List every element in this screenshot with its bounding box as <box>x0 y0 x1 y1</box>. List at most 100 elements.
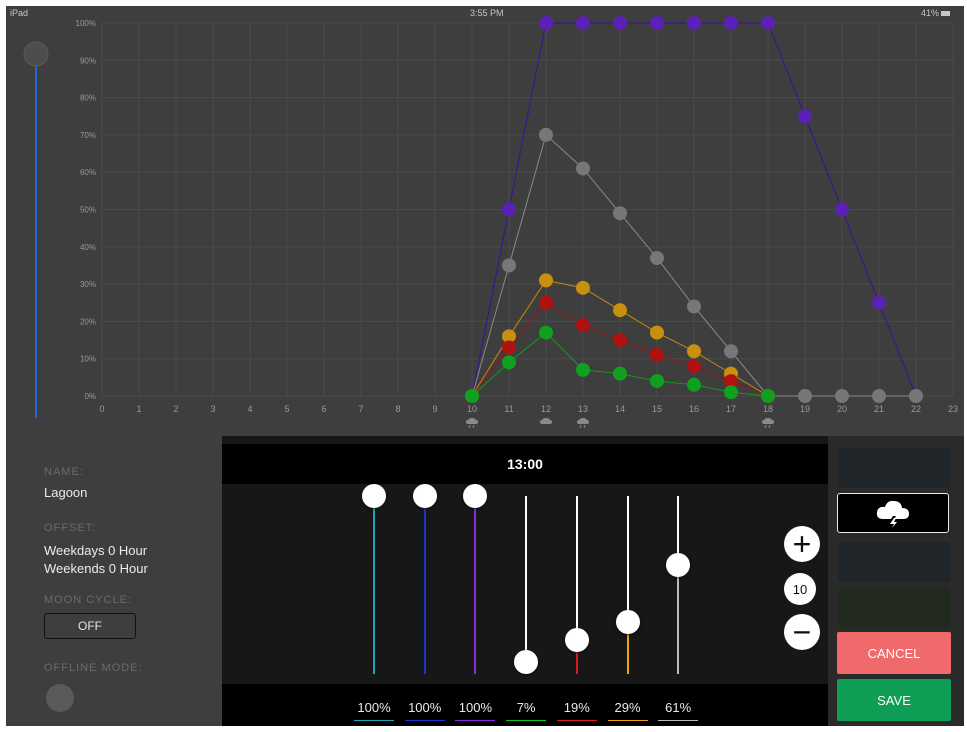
minus-icon: − <box>792 614 812 650</box>
slider-knob[interactable] <box>362 484 386 508</box>
chart-series-4[interactable] <box>465 295 775 403</box>
chart-series-5[interactable] <box>465 325 775 403</box>
channel-slider-1[interactable] <box>357 484 391 674</box>
offset-weekdays: Weekdays 0 Hour <box>44 543 148 558</box>
data-point[interactable] <box>502 340 516 355</box>
data-point[interactable] <box>539 325 553 340</box>
slider-knob[interactable] <box>514 649 539 674</box>
slider-track-lower <box>626 622 629 674</box>
data-point[interactable] <box>502 258 516 273</box>
data-point[interactable] <box>835 202 849 217</box>
data-point[interactable] <box>909 389 923 403</box>
channel-percent-label: 19% <box>563 700 590 715</box>
data-point[interactable] <box>650 16 664 30</box>
chart-series[interactable] <box>465 16 923 403</box>
data-point[interactable] <box>613 303 627 318</box>
slider-knob[interactable] <box>463 484 488 508</box>
data-point[interactable] <box>687 299 701 314</box>
channel-slider-7[interactable] <box>661 484 695 674</box>
data-point[interactable] <box>872 295 886 310</box>
schedule-chart[interactable]: 0%10%20%30%40%50%60%70%80%90%100%0 1 2 3 4 5 6… <box>6 6 964 436</box>
slider-knob[interactable] <box>564 628 589 653</box>
brightness-slider-knob[interactable] <box>23 41 49 67</box>
x-tick-label: 19 <box>800 404 810 414</box>
channel-percent-label: 100% <box>357 700 391 715</box>
weather-drop <box>768 424 771 429</box>
channel-color-underline <box>404 720 445 721</box>
data-point[interactable] <box>502 329 516 344</box>
offline-mode-toggle[interactable] <box>46 684 74 712</box>
brightness-slider[interactable] <box>23 41 49 418</box>
channel-percent-label: 100% <box>458 700 493 715</box>
x-tick-label: 22 <box>911 404 921 414</box>
data-point[interactable] <box>576 16 590 30</box>
data-point[interactable] <box>613 206 627 221</box>
data-point[interactable] <box>576 318 590 333</box>
save-button[interactable]: SAVE <box>837 679 951 721</box>
channel-slider-6[interactable] <box>611 484 645 674</box>
weather-drop <box>468 424 471 429</box>
slider-knob[interactable] <box>412 484 437 508</box>
data-point[interactable] <box>502 202 516 217</box>
data-point[interactable] <box>576 280 590 295</box>
data-point[interactable] <box>872 389 886 403</box>
data-point[interactable] <box>650 250 664 265</box>
channel-color-underline <box>607 720 648 721</box>
x-tick-label: 12 <box>541 404 551 414</box>
cloud-shape <box>466 418 478 424</box>
x-tick-label: 23 <box>948 404 958 414</box>
cancel-button[interactable]: CANCEL <box>837 632 951 674</box>
data-point[interactable] <box>539 295 553 310</box>
y-tick-label: 40% <box>80 243 96 252</box>
data-point[interactable] <box>761 16 775 30</box>
x-tick-label: 14 <box>615 404 625 414</box>
data-point[interactable] <box>502 355 516 370</box>
x-tick-label: 18 <box>763 404 773 414</box>
slider-knob[interactable] <box>666 553 691 578</box>
data-point[interactable] <box>724 374 738 389</box>
data-point[interactable] <box>761 389 775 403</box>
moon-cycle-toggle[interactable]: OFF <box>44 613 136 639</box>
data-point[interactable] <box>576 161 590 176</box>
storm-button[interactable] <box>837 493 949 533</box>
increase-button[interactable]: + <box>784 526 820 562</box>
data-point[interactable] <box>687 359 701 374</box>
channel-slider-4[interactable] <box>509 484 543 674</box>
data-point[interactable] <box>576 362 590 377</box>
data-point[interactable] <box>835 389 849 403</box>
data-point[interactable] <box>724 385 738 400</box>
data-point[interactable] <box>539 16 553 30</box>
data-point[interactable] <box>539 273 553 288</box>
battery-icon <box>941 11 950 17</box>
channel-slider-5[interactable] <box>560 484 594 674</box>
data-point[interactable] <box>613 366 627 381</box>
data-point[interactable] <box>465 389 479 403</box>
data-point[interactable] <box>613 16 627 30</box>
slider-knob[interactable] <box>615 610 640 635</box>
clock-label: 3:55 PM <box>470 8 504 18</box>
dimmed-button-1[interactable] <box>838 448 950 488</box>
data-point[interactable] <box>724 344 738 359</box>
dimmed-button-2[interactable] <box>838 542 950 582</box>
cloud-shape <box>540 418 552 424</box>
slider-track-lower <box>474 496 477 674</box>
channel-slider-2[interactable] <box>408 484 442 674</box>
x-tick-label: 9 <box>432 404 437 414</box>
data-point[interactable] <box>724 16 738 30</box>
data-point[interactable] <box>687 16 701 30</box>
channel-slider-3[interactable] <box>458 484 492 674</box>
data-point[interactable] <box>687 377 701 392</box>
data-point[interactable] <box>650 347 664 362</box>
decrease-button[interactable]: − <box>784 614 820 650</box>
x-tick-label: 16 <box>689 404 699 414</box>
data-point[interactable] <box>650 325 664 340</box>
data-point[interactable] <box>798 109 812 124</box>
battery-indicator: 41% <box>921 8 950 18</box>
data-point[interactable] <box>798 389 812 403</box>
data-point[interactable] <box>650 374 664 389</box>
data-point[interactable] <box>539 127 553 142</box>
data-point[interactable] <box>613 333 627 348</box>
dimmed-button-3[interactable] <box>838 588 950 628</box>
data-point[interactable] <box>687 344 701 359</box>
slider-track-lower <box>677 565 680 674</box>
